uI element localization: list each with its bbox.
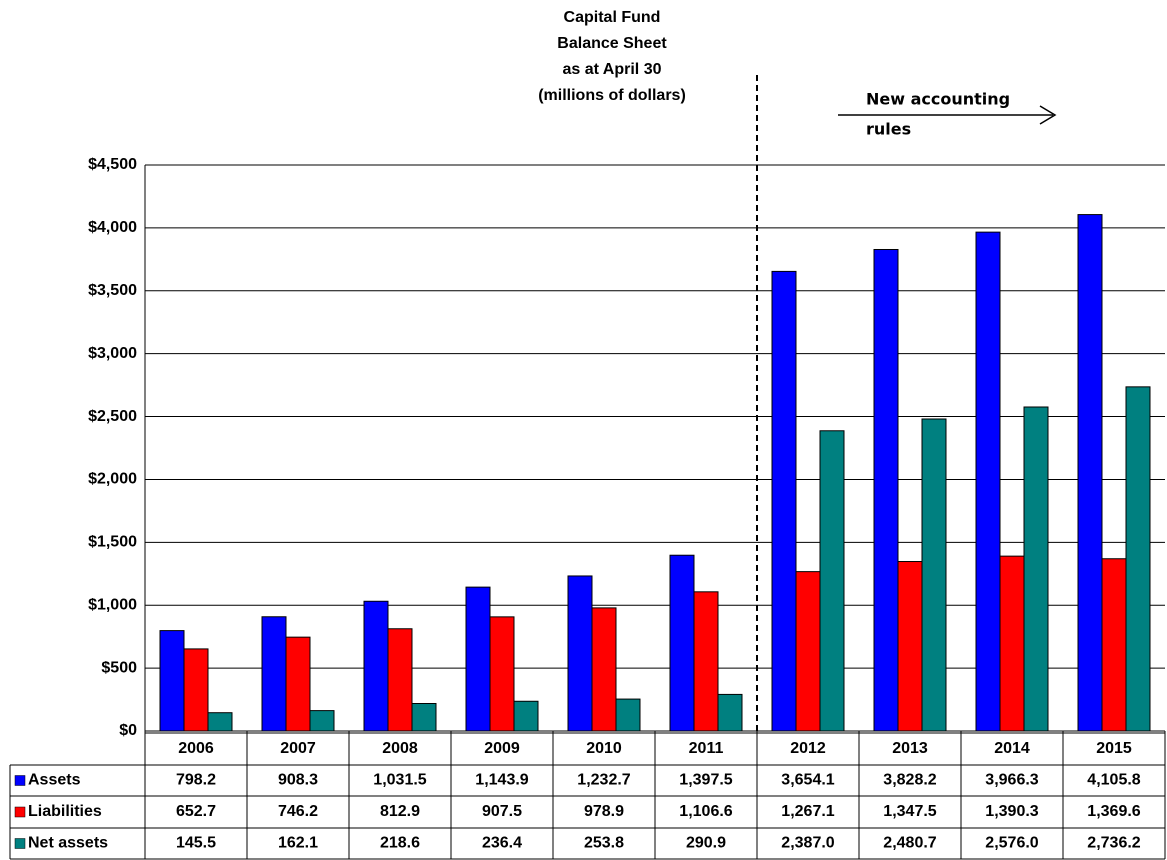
x-tick-label: 2007 [280, 740, 316, 757]
bar [183, 648, 209, 732]
table-value: 1,267.1 [781, 803, 834, 820]
bar [819, 430, 845, 732]
table-value: 746.2 [278, 803, 318, 820]
x-tick-label: 2009 [484, 740, 520, 757]
bar [411, 703, 437, 732]
legend-swatch [14, 775, 26, 786]
x-tick-label: 2010 [586, 740, 622, 757]
table-value: 1,143.9 [475, 772, 528, 789]
table-value: 812.9 [380, 803, 420, 820]
x-tick-label: 2015 [1096, 740, 1132, 757]
bar [999, 555, 1025, 732]
table-value: 253.8 [584, 835, 624, 852]
bar [513, 700, 539, 732]
x-tick-label: 2008 [382, 740, 418, 757]
legend-swatch [14, 838, 26, 849]
y-tick-label: $0 [119, 722, 137, 739]
bar [159, 630, 185, 732]
table-value: 798.2 [176, 772, 216, 789]
y-tick-label: $4,500 [88, 156, 137, 173]
bar [261, 616, 287, 732]
legend-swatch [14, 806, 26, 818]
bar [207, 712, 233, 732]
table-value: 2,576.0 [985, 835, 1038, 852]
table-value: 908.3 [278, 772, 318, 789]
y-tick-label: $1,000 [88, 596, 137, 613]
x-tick-label: 2006 [178, 740, 214, 757]
bar [795, 571, 821, 732]
chart-title: Capital Fund [564, 9, 661, 26]
bar [1101, 558, 1127, 732]
table-value: 1,397.5 [679, 772, 732, 789]
bar [363, 600, 389, 732]
table-value: 978.9 [584, 803, 624, 820]
table-value: 1,232.7 [577, 772, 630, 789]
chart-title: Balance Sheet [557, 35, 667, 52]
y-tick-label: $1,500 [88, 534, 137, 551]
table-value: 652.7 [176, 803, 216, 820]
x-tick-label: 2013 [892, 740, 928, 757]
annotation: New accounting [866, 90, 1010, 109]
x-tick-label: 2014 [994, 740, 1030, 757]
chart-title: (millions of dollars) [538, 87, 686, 104]
table-value: 3,966.3 [985, 772, 1038, 789]
legend-label: Assets [28, 772, 81, 789]
table-value: 4,105.8 [1087, 772, 1140, 789]
table-value: 145.5 [176, 835, 216, 852]
bar [1023, 406, 1049, 732]
bar [567, 575, 593, 732]
bar [873, 248, 899, 732]
annotation: rules [866, 120, 911, 139]
bar [1077, 214, 1103, 732]
y-tick-label: $2,500 [88, 408, 137, 425]
bar [1125, 386, 1151, 732]
y-tick-label: $500 [101, 659, 137, 676]
table-value: 1,369.6 [1087, 803, 1140, 820]
table-value: 290.9 [686, 835, 726, 852]
y-tick-label: $3,000 [88, 345, 137, 362]
bar [489, 616, 515, 732]
bar [309, 710, 335, 732]
table-value: 1,347.5 [883, 803, 936, 820]
legend-label: Net assets [28, 835, 108, 852]
legend-label: Liabilities [28, 803, 102, 820]
table-value: 2,736.2 [1087, 835, 1140, 852]
table-value: 162.1 [278, 835, 318, 852]
bar [975, 231, 1001, 732]
table-value: 2,387.0 [781, 835, 834, 852]
table-value: 2,480.7 [883, 835, 936, 852]
bar [285, 636, 311, 732]
bar [669, 554, 695, 732]
bar [921, 418, 947, 732]
table-value: 1,106.6 [679, 803, 732, 820]
table-value: 218.6 [380, 835, 420, 852]
x-tick-label: 2011 [689, 740, 724, 757]
bar [615, 698, 641, 732]
x-tick-label: 2012 [790, 740, 826, 757]
bar [591, 607, 617, 732]
bar [771, 270, 797, 732]
arrow-head [1039, 105, 1057, 125]
table-value: 1,390.3 [985, 803, 1038, 820]
y-tick-label: $2,000 [88, 471, 137, 488]
table-value: 3,654.1 [781, 772, 834, 789]
bar [387, 628, 413, 732]
table-value: 236.4 [482, 835, 522, 852]
table-value: 3,828.2 [883, 772, 936, 789]
table-value: 907.5 [482, 803, 522, 820]
bar [717, 693, 743, 732]
y-tick-label: $3,500 [88, 282, 137, 299]
chart-title: as at April 30 [562, 61, 661, 78]
bar [693, 591, 719, 732]
bar [897, 561, 923, 732]
bar [465, 586, 491, 732]
y-tick-label: $4,000 [88, 219, 137, 236]
table-value: 1,031.5 [373, 772, 426, 789]
